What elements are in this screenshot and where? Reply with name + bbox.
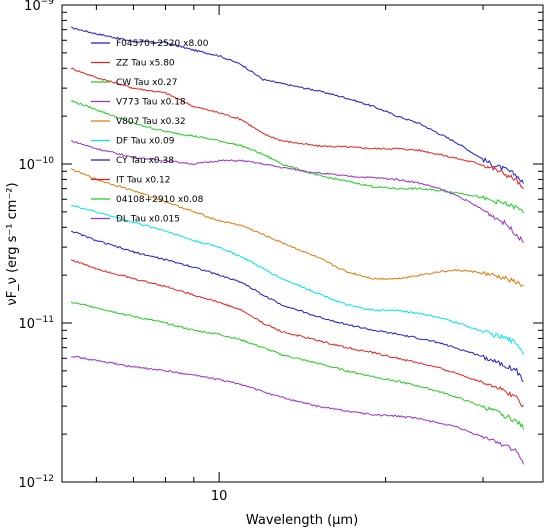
x-axis-ticks: 10 [95,5,484,504]
legend-label: F04570+2520 x8.00 [116,39,209,49]
legend-label: DF Tau x0.09 [116,137,175,147]
x-axis-label: Wavelength (μm) [246,513,358,528]
y-axis-ticks: 10−9 10−10 10−11 10−12 [18,0,543,491]
y-tick-label: 10−11 [18,315,54,332]
legend-label: V807 Tau x0.32 [116,117,186,127]
series-line [70,301,524,430]
y-tick-label: 10−10 [18,156,54,173]
legend-label: ZZ Tau x5.80 [116,59,175,69]
y-axis-label: νF_ν (erg s⁻¹ cm⁻²) [5,182,20,305]
legend-label: 04108+2910 x0.08 [116,195,204,205]
plot-frame [61,4,544,483]
series-line [70,230,524,382]
legend-label: IT Tau x0.12 [116,176,170,186]
legend-label: CY Tau x0.38 [116,156,174,166]
y-tick-label: 10−9 [24,0,54,14]
legend-label: DL Tau x0.015 [116,215,180,225]
series-line [70,205,524,355]
series-line [70,168,524,287]
series-line [70,259,524,408]
legend: F04570+2520 x8.00 ZZ Tau x5.80 CW Tau x0.2… [91,39,209,225]
series-line [70,67,524,190]
series-line [70,140,524,244]
y-tick-label: 10−12 [18,474,54,491]
legend-label: V773 Tau x0.18 [116,98,186,108]
series-layer [70,26,524,465]
series-line [70,26,524,184]
legend-label: CW Tau x0.27 [116,78,178,88]
series-line [71,355,524,465]
x-tick-label: 10 [211,489,228,504]
